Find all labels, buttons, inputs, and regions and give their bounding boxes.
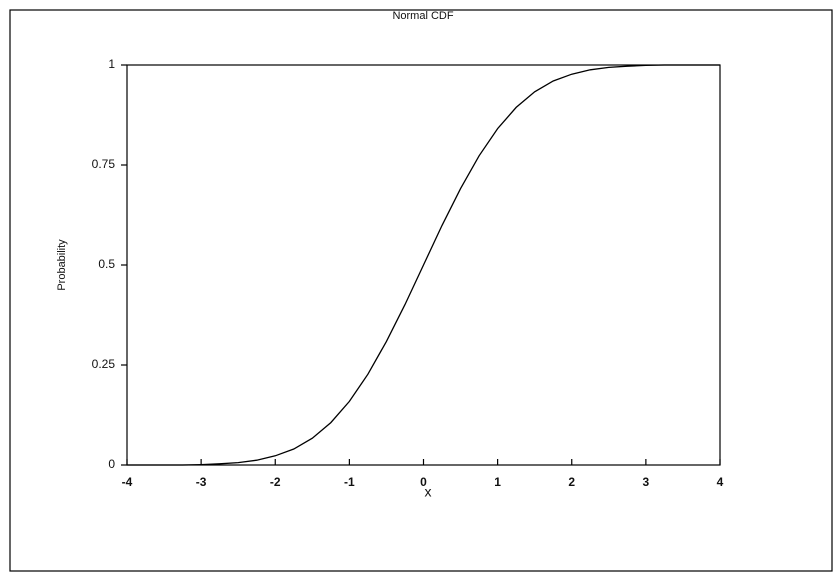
- x-tick-label: 1: [494, 475, 501, 489]
- x-tick-label: -3: [196, 475, 207, 489]
- y-axis-label: Probability: [56, 239, 68, 291]
- y-tick-label: 1: [108, 57, 115, 71]
- cdf-line: [127, 64, 720, 466]
- x-tick-label: -4: [122, 475, 133, 489]
- y-tick-label: 0.75: [92, 157, 116, 171]
- x-axis-label: x: [425, 484, 432, 500]
- x-tick-label: 2: [568, 475, 575, 489]
- x-tick-label: -2: [270, 475, 281, 489]
- y-tick-label: 0: [108, 457, 115, 471]
- chart-title: Normal CDF: [392, 10, 453, 22]
- x-tick-label: 3: [643, 475, 650, 489]
- x-tick-label: 0: [420, 475, 427, 489]
- y-tick-label: 0.5: [98, 257, 115, 271]
- x-tick-label: -1: [344, 475, 355, 489]
- figure-frame: [9, 9, 833, 572]
- x-tick-label: 4: [717, 475, 724, 489]
- y-tick-label: 0.25: [92, 357, 116, 371]
